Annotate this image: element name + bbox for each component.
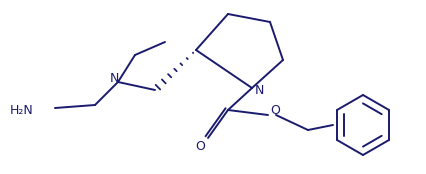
Text: O: O <box>195 140 205 152</box>
Text: O: O <box>270 105 280 117</box>
Text: N: N <box>109 73 119 85</box>
Text: H₂N: H₂N <box>10 104 34 117</box>
Text: N: N <box>254 85 264 97</box>
